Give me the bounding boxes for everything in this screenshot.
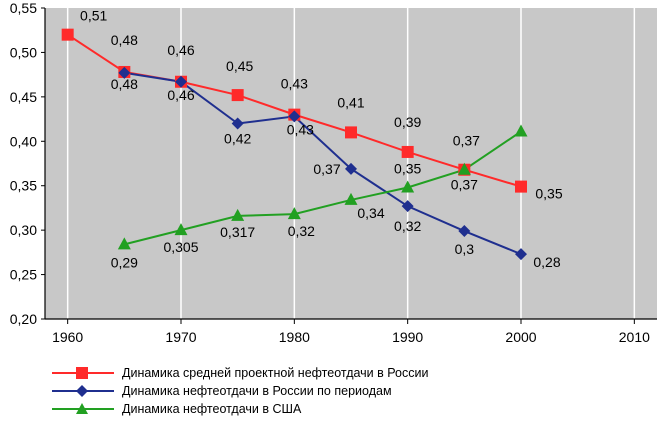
legend-key-diamond [52, 385, 114, 397]
data-label: 0,34 [357, 205, 384, 221]
data-label: 0,317 [220, 224, 255, 240]
triangle-marker [344, 192, 358, 205]
data-label: 0,28 [533, 254, 560, 270]
legend-key-triangle [52, 403, 114, 414]
data-label: 0,305 [163, 239, 198, 255]
data-labels: 0,510,480,460,450,430,410,390,370,350,48… [80, 8, 563, 271]
x-tick-label: 1980 [279, 329, 310, 345]
data-label: 0,42 [224, 131, 251, 147]
triangle-marker [174, 223, 188, 236]
legend-label: Динамика нефтеотдачи в США [122, 402, 302, 416]
triangle-marker [514, 124, 528, 137]
y-tick-labels: 0,20 0,25 0,30 0,35 0,40 0,45 0,50 0,55 [10, 0, 37, 327]
legend-label: Динамика средней проектной нефтеотдачи в… [122, 366, 429, 380]
triangle-marker [401, 180, 415, 193]
triangle-marker [457, 162, 471, 175]
data-label: 0,46 [167, 87, 194, 103]
diamond-marker [345, 162, 357, 175]
x-tick-label: 2010 [619, 329, 650, 345]
data-label: 0,43 [281, 76, 308, 92]
y-tick-label: 0,45 [10, 89, 37, 105]
y-tick-label: 0,20 [10, 311, 37, 327]
square-marker [231, 89, 244, 102]
y-tick-label: 0,30 [10, 222, 37, 238]
triangle-marker [117, 237, 131, 250]
line-chart: 0,20 0,25 0,30 0,35 0,40 0,45 0,50 0,55 1960 197… [10, 0, 657, 345]
data-label: 0,32 [288, 223, 315, 239]
data-label: 0,45 [226, 58, 253, 74]
square-marker [345, 126, 357, 139]
x-tick-labels: 1960 1970 1980 1990 2000 2010 [52, 329, 650, 345]
y-tick-label: 0,50 [10, 44, 37, 60]
x-tick-label: 1990 [392, 329, 423, 345]
data-label: 0,51 [80, 8, 107, 24]
data-label: 0,37 [313, 161, 340, 177]
series-line-1 [124, 71, 522, 256]
axes [41, 7, 657, 324]
y-tick-label: 0,35 [10, 178, 37, 194]
y-tick-label: 0,25 [10, 267, 37, 283]
triangle-marker [231, 208, 245, 221]
x-tick-label: 1970 [165, 329, 196, 345]
y-tick-label: 0,40 [10, 133, 37, 149]
data-label: 0,43 [287, 121, 314, 137]
legend-label: Динамика нефтеотдачи в России по периода… [122, 384, 392, 398]
diamond-marker [175, 75, 187, 88]
data-label: 0,29 [111, 254, 138, 270]
square-marker [401, 145, 414, 158]
data-label: 0,3 [455, 241, 475, 257]
legend-key-square [52, 367, 114, 379]
data-label: 0,37 [451, 177, 478, 193]
y-tick-label: 0,55 [10, 0, 37, 16]
square-marker [515, 180, 527, 193]
data-label: 0,32 [394, 218, 421, 234]
series-line-2 [124, 130, 522, 246]
data-label: 0,48 [111, 76, 138, 92]
data-label: 0,48 [111, 32, 138, 48]
data-label: 0,46 [167, 42, 194, 58]
grid-lines [66, 8, 636, 319]
data-label: 0,39 [394, 114, 421, 130]
diamond-marker [515, 248, 527, 261]
diamond-marker [231, 117, 244, 130]
x-tick-label: 1960 [52, 329, 83, 345]
data-label: 0,37 [453, 133, 480, 149]
diamond-marker [458, 225, 471, 238]
legend-item-usa: Динамика нефтеотдачи в США [52, 400, 428, 418]
diamond-marker [288, 110, 301, 123]
legend: Динамика средней проектной нефтеотдачи в… [52, 364, 428, 418]
legend-item-russia-periods: Динамика нефтеотдачи в России по периода… [52, 382, 428, 400]
triangle-marker [287, 207, 301, 220]
series-markers [61, 28, 528, 261]
diamond-marker [118, 66, 131, 79]
legend-item-project-recovery: Динамика средней проектной нефтеотдачи в… [52, 364, 428, 382]
data-label: 0,35 [535, 186, 562, 202]
data-label: 0,35 [394, 160, 421, 176]
data-label: 0,41 [337, 94, 364, 110]
x-tick-label: 2000 [505, 329, 536, 345]
square-marker [61, 28, 74, 41]
diamond-marker [401, 200, 414, 213]
